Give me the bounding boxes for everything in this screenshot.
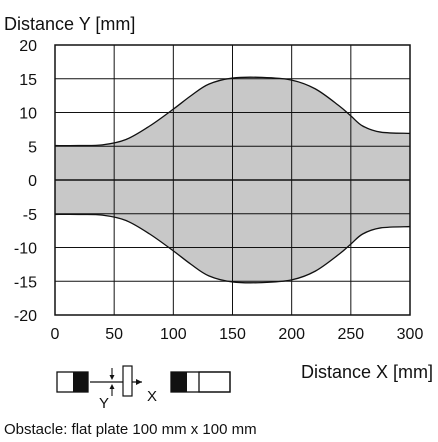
y-tick-label: 5 [28, 139, 37, 156]
x-arrow-head [136, 379, 142, 385]
x-tick-label: 100 [160, 326, 187, 343]
y-tick-label: -20 [14, 308, 37, 325]
emitter-lens [73, 372, 88, 392]
upper-boundary [54, 76, 411, 147]
receiver-body [198, 371, 231, 393]
receiver-outline [170, 371, 231, 393]
y-tick-label: -5 [23, 207, 37, 224]
sensor-diagram: Y X [56, 365, 231, 412]
y-axis-label: Distance Y [mm] [4, 14, 135, 34]
boundary-curves [54, 76, 411, 284]
diagram-x-label: X [147, 388, 157, 405]
x-tick-label: 0 [51, 326, 60, 343]
receiver-lens [171, 372, 187, 392]
y-arrow-down-head [109, 375, 115, 380]
x-tick-label: 250 [337, 326, 364, 343]
diagram-y-label: Y [99, 395, 109, 412]
lower-boundary [54, 213, 411, 284]
obstacle-plate [122, 365, 133, 397]
y-tick-label: 0 [28, 173, 37, 190]
obstacle-caption: Obstacle: flat plate 100 mm x 100 mm [4, 421, 257, 438]
x-tick-label: 200 [278, 326, 305, 343]
plot-frame [54, 44, 411, 316]
x-tick-label: 300 [397, 326, 424, 343]
x-tick-label: 150 [219, 326, 246, 343]
x-axis-label: Distance X [mm] [301, 362, 433, 382]
grid [54, 44, 411, 316]
y-tick-label: -15 [14, 274, 37, 291]
y-tick-label: 10 [19, 106, 37, 123]
y-tick-label: 20 [19, 38, 37, 55]
y-arrow-up-head [109, 384, 115, 389]
y-tick-label: 15 [19, 72, 37, 89]
x-tick-label: 50 [105, 326, 123, 343]
y-tick-label: -10 [14, 241, 37, 258]
